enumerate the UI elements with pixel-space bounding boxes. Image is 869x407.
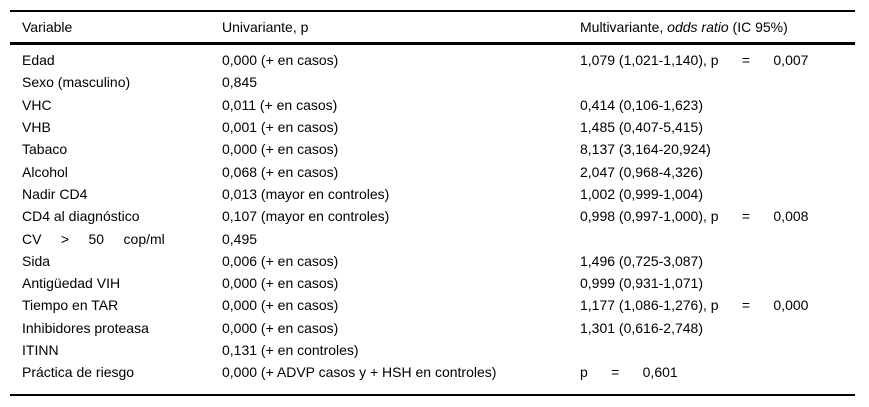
cell-multivariante: 1,485 (0,407-5,415) bbox=[580, 119, 703, 136]
cell-univariante: 0,131 (+ en controles) bbox=[222, 342, 359, 358]
table-row: Tabaco 0,000 (+ en casos) 8,137 (3,164-20,… bbox=[10, 138, 855, 160]
cell-variable: Inhibidores proteasa bbox=[22, 319, 149, 336]
cell-univariante: 0,000 (+ en casos) bbox=[222, 52, 339, 69]
table-row: Práctica de riesgo 0,000 (+ ADVP casos y … bbox=[10, 361, 855, 383]
cell-univariante: 0,107 (mayor en controles) bbox=[222, 208, 390, 225]
header-separator-rule bbox=[10, 42, 855, 45]
cell-univariante: 0,006 (+ en casos) bbox=[222, 252, 339, 269]
table-row: Alcohol 0,068 (+ en casos) 2,047 (0,968-4,… bbox=[10, 160, 855, 182]
table-row: VHB 0,001 (+ en casos) 1,485 (0,407-5,415) bbox=[10, 116, 855, 138]
table-body: Edad 0,000 (+ en casos) 1,079 (1,021-1,140… bbox=[10, 45, 855, 394]
table-row: Edad 0,000 (+ en casos) 1,079 (1,021-1,140… bbox=[10, 49, 855, 71]
cell-univariante: 0,001 (+ en casos) bbox=[222, 119, 339, 136]
table-row: Sexo (masculino) 0,845 bbox=[10, 71, 855, 93]
cell-variable: Sexo (masculino) bbox=[22, 74, 131, 91]
header-variable: Variable bbox=[22, 19, 73, 35]
cell-variable: Antigüedad VIH bbox=[22, 275, 121, 292]
cell-variable: Sida bbox=[22, 252, 51, 269]
table-row: Inhibidores proteasa 0,000 (+ en casos) 1,… bbox=[10, 317, 855, 339]
cell-univariante: 0,000 (+ en casos) bbox=[222, 275, 339, 292]
table-row: ITINN 0,131 (+ en controles) bbox=[10, 339, 855, 361]
cell-variable: Edad bbox=[22, 52, 55, 69]
cell-univariante: 0,845 bbox=[222, 74, 258, 91]
table-row: Nadir CD4 0,013 (mayor en controles) 1,002… bbox=[10, 183, 855, 205]
header-multivariante: Multivariante, odds ratio (IC 95%) bbox=[580, 19, 855, 35]
header-multivariante-prefix: Multivariante, bbox=[580, 19, 668, 35]
table-top-rule bbox=[10, 10, 855, 12]
cell-univariante: 0,000 (+ en casos) bbox=[222, 141, 339, 158]
table-row: Tiempo en TAR 0,000 (+ en casos) 1,177 (1,… bbox=[10, 294, 855, 316]
cell-variable: VHB bbox=[22, 119, 51, 136]
cell-variable: Práctica de riesgo bbox=[22, 364, 135, 381]
cell-variable: Nadir CD4 bbox=[22, 185, 88, 202]
cell-variable: Tabaco bbox=[22, 141, 68, 158]
table-row: CD4 al diagnóstico 0,107 (mayor en contro… bbox=[10, 205, 855, 227]
cell-multivariante: p = 0,601 bbox=[580, 364, 678, 381]
cell-variable: VHC bbox=[22, 96, 52, 113]
results-table: Variable Univariante, p Multivariante, o… bbox=[10, 10, 855, 397]
cell-variable: CV > 50 cop/ml bbox=[22, 230, 165, 247]
table-row: VHC 0,011 (+ en casos) 0,414 (0,106-1,623) bbox=[10, 94, 855, 116]
cell-multivariante: 2,047 (0,968-4,326) bbox=[580, 163, 703, 180]
cell-variable: ITINN bbox=[22, 342, 59, 358]
table-row: Sida 0,006 (+ en casos) 1,496 (0,725-3,087… bbox=[10, 250, 855, 272]
table-header-row: Variable Univariante, p Multivariante, o… bbox=[10, 12, 855, 42]
cell-univariante: 0,013 (mayor en controles) bbox=[222, 185, 390, 202]
table-bottom-rule bbox=[10, 394, 855, 397]
table-row: CV > 50 cop/ml 0,495 bbox=[10, 227, 855, 249]
cell-variable: Tiempo en TAR bbox=[22, 297, 119, 314]
cell-multivariante: 0,998 (0,997-1,000), p = 0,008 bbox=[580, 208, 809, 225]
cell-multivariante: 1,177 (1,086-1,276), p = 0,000 bbox=[580, 297, 809, 314]
cell-univariante: 0,495 bbox=[222, 230, 258, 247]
cell-multivariante: 0,999 (0,931-1,071) bbox=[580, 275, 703, 292]
table-row: Antigüedad VIH 0,000 (+ en casos) 0,999 (0… bbox=[10, 272, 855, 294]
cell-multivariante: 0,414 (0,106-1,623) bbox=[580, 96, 703, 113]
cell-multivariante: 1,079 (1,021-1,140), p = 0,007 bbox=[580, 52, 809, 69]
cell-multivariante: 8,137 (3,164-20,924) bbox=[580, 141, 711, 158]
cell-univariante: 0,011 (+ en casos) bbox=[222, 96, 338, 113]
cell-variable: CD4 al diagnóstico bbox=[22, 208, 140, 225]
cell-multivariante: 1,301 (0,616-2,748) bbox=[580, 319, 703, 336]
cell-multivariante: 1,496 (0,725-3,087) bbox=[580, 252, 703, 269]
header-univariante: Univariante, p bbox=[222, 19, 309, 35]
cell-variable: Alcohol bbox=[22, 163, 68, 180]
cell-univariante: 0,068 (+ en casos) bbox=[222, 163, 339, 180]
header-multivariante-suffix: (IC 95%) bbox=[728, 19, 788, 35]
cell-univariante: 0,000 (+ en casos) bbox=[222, 319, 339, 336]
header-multivariante-italic: odds ratio bbox=[667, 19, 729, 35]
cell-univariante: 0,000 (+ en casos) bbox=[222, 297, 339, 314]
cell-univariante: 0,000 (+ ADVP casos y + HSH en controles… bbox=[222, 364, 497, 381]
cell-multivariante: 1,002 (0,999-1,004) bbox=[580, 185, 703, 202]
